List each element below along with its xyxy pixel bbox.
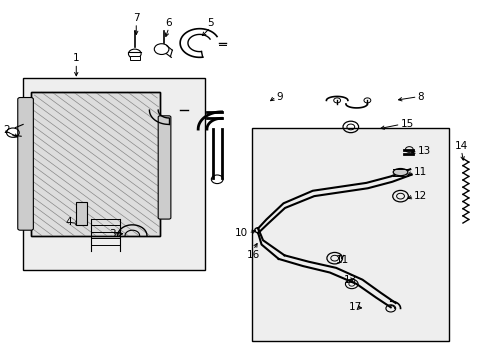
Bar xyxy=(251,128,448,341)
Text: 11: 11 xyxy=(335,255,348,265)
Text: 7: 7 xyxy=(133,13,139,23)
Text: 11: 11 xyxy=(413,167,427,177)
Bar xyxy=(130,56,140,60)
Ellipse shape xyxy=(392,168,407,176)
Text: 14: 14 xyxy=(454,141,467,150)
Text: 13: 13 xyxy=(417,145,430,156)
Text: 1: 1 xyxy=(73,53,80,63)
Text: 5: 5 xyxy=(206,18,213,28)
Text: 3: 3 xyxy=(109,229,116,239)
Text: 2: 2 xyxy=(3,125,10,135)
Text: 16: 16 xyxy=(246,250,259,260)
FancyBboxPatch shape xyxy=(158,116,170,219)
Text: 15: 15 xyxy=(400,120,413,129)
Bar xyxy=(31,92,160,235)
FancyBboxPatch shape xyxy=(18,98,33,230)
Text: 4: 4 xyxy=(65,217,72,227)
Text: 17: 17 xyxy=(348,302,362,312)
Text: 12: 12 xyxy=(413,191,427,201)
Text: 9: 9 xyxy=(276,92,282,102)
Text: 8: 8 xyxy=(417,92,424,102)
Bar xyxy=(31,92,160,235)
Text: 6: 6 xyxy=(165,18,172,28)
Bar xyxy=(76,202,87,225)
Text: 10: 10 xyxy=(235,228,248,238)
Text: 13: 13 xyxy=(344,275,357,285)
Bar xyxy=(22,78,205,270)
